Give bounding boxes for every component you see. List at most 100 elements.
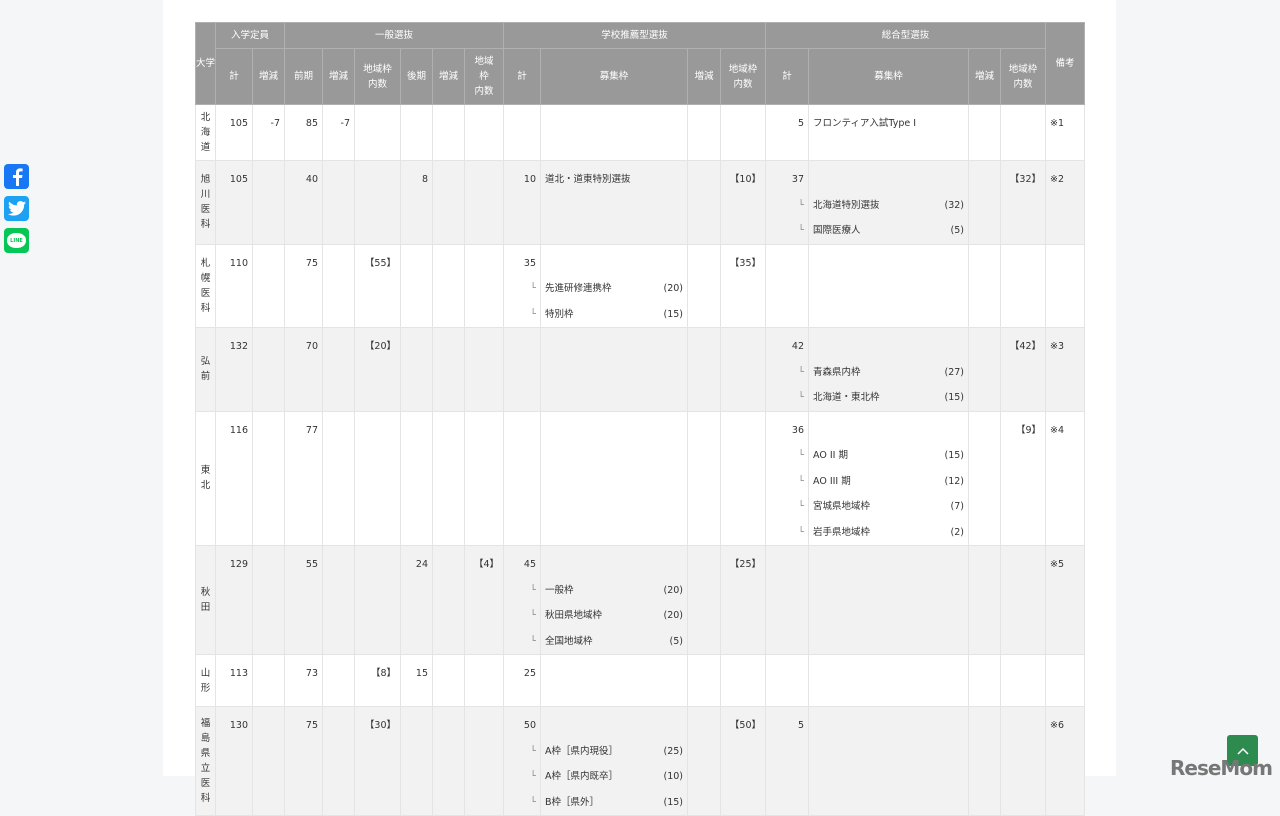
- general-late-value: 8: [421, 174, 428, 185]
- general-late-change-value: [437, 661, 460, 687]
- general-late-regional-value: [469, 251, 499, 277]
- university-name: 北海道: [195, 104, 216, 161]
- note-cell: [1045, 243, 1085, 328]
- general-late-change-value: [437, 111, 460, 137]
- rec-total: 10: [523, 174, 536, 185]
- rec-regional-value: 【50】: [729, 720, 761, 731]
- rec-regional-value: 【10】: [729, 174, 761, 185]
- general-first-regional: [354, 545, 401, 655]
- general-late-regional-value: [469, 111, 499, 137]
- line-share-button[interactable]: LINE: [4, 228, 29, 253]
- facebook-share-button[interactable]: [4, 164, 29, 189]
- comp-change-value: [973, 661, 996, 687]
- general-late: 8: [400, 160, 433, 245]
- rec-change-value: [692, 251, 716, 277]
- header-rec-total: 計: [503, 48, 541, 105]
- sub-frame-item: 秋田県地域枠 (20): [545, 603, 683, 629]
- capacity-change-value: [257, 418, 280, 444]
- rec-change-value: [692, 111, 716, 137]
- table-row: 秋田 129 55 24 【4】 45 └ └ └ 一般枠 (20) 秋田県地域枠 (20) 全国地域枠 (…: [195, 545, 1085, 655]
- comp-frame-cell: [808, 706, 969, 816]
- table-row: 旭川医科 105 40 8 10 道北・道東特別選抜 【10】 37 └ └ 北海道特別選抜 (32)…: [195, 160, 1085, 245]
- scroll-to-top-button[interactable]: [1227, 735, 1258, 766]
- comp-total-cell: [765, 545, 809, 655]
- general-first: 73: [284, 654, 323, 707]
- capacity-change-value: [257, 552, 280, 578]
- note-cell: ※1: [1045, 104, 1085, 161]
- rec-total-cell: [503, 327, 541, 412]
- rec-frame-cell: [540, 654, 688, 707]
- general-first-value: 55: [305, 559, 318, 570]
- university-name: 山形: [195, 654, 216, 707]
- capacity-total-value: 116: [229, 424, 248, 436]
- rec-change: [687, 545, 721, 655]
- general-first-value: 70: [305, 341, 318, 352]
- general-late-regional: 【4】: [464, 545, 504, 655]
- sub-item-marker: └: [530, 796, 536, 808]
- general-late-value: [405, 713, 428, 739]
- rec-change-value: [692, 713, 716, 739]
- general-first-change-value: [327, 334, 350, 360]
- general-first-value: 85: [305, 118, 318, 129]
- capacity-total-value: 130: [229, 720, 248, 731]
- header-comp-change: 増減: [968, 48, 1001, 105]
- rec-regional: [720, 104, 766, 161]
- rec-total: [508, 418, 536, 444]
- general-first-regional: 【20】: [354, 327, 401, 412]
- header-comp-regional: 地域枠 内数: [1000, 48, 1046, 105]
- comp-total: 37: [791, 174, 804, 185]
- comp-regional-value: [1005, 661, 1041, 687]
- general-first-change: [322, 410, 355, 546]
- comp-frame-cell: 北海道特別選抜 (32) 国際医療人 (5): [808, 160, 969, 245]
- header-rec-regional: 地域枠 内数: [720, 48, 766, 105]
- header-comprehensive: 総合型選抜: [765, 22, 1046, 49]
- header-capacity: 入学定員: [215, 22, 285, 49]
- rec-frame-cell: 一般枠 (20) 秋田県地域枠 (20) 全国地域枠 (5): [540, 545, 688, 655]
- rec-total: 45: [523, 559, 536, 570]
- twitter-share-button[interactable]: [4, 196, 29, 221]
- general-first-change: -7: [322, 104, 355, 161]
- sub-frame-item: 特別枠 (15): [545, 302, 683, 328]
- table-row: 弘前 132 70 【20】 42 └ └ 青森県内枠 (27) 北海道・東北枠 (15) 【42】 ※…: [195, 327, 1085, 412]
- facebook-icon: [12, 167, 23, 186]
- rec-total: [508, 111, 536, 137]
- rec-frame-cell: A枠［県内現役］ (25) A枠［県内既卒］ (10) B枠［県外］ (15): [540, 706, 688, 816]
- general-first-value: 77: [305, 424, 318, 436]
- rec-total-cell: 10: [503, 160, 541, 245]
- general-late-change-value: [437, 251, 460, 277]
- capacity-change: -7: [252, 104, 285, 161]
- rec-frame-cell: [540, 327, 688, 412]
- sub-frame-name: 全国地域枠: [545, 635, 593, 647]
- university-name-text: 東北: [200, 465, 211, 492]
- general-first-change: [322, 706, 355, 816]
- comp-change: [968, 327, 1001, 412]
- note-cell: ※2: [1045, 160, 1085, 245]
- comp-regional-value: 【32】: [1009, 174, 1041, 185]
- header-gen-late-regional: 地域 枠 内数: [464, 48, 504, 105]
- header-gen-first: 前期: [284, 48, 323, 105]
- rec-regional: [720, 327, 766, 412]
- sub-frame-name: 青森県内枠: [813, 366, 861, 378]
- general-late-change: [432, 243, 465, 328]
- sub-frame-name: 北海道・東北枠: [813, 392, 880, 403]
- header-recommendation: 学校推薦型選抜: [503, 22, 766, 49]
- sub-item-marker: └: [530, 771, 536, 782]
- general-first-change-value: [327, 418, 350, 444]
- note: ※5: [1050, 559, 1065, 570]
- comp-total-cell: 36 └ └ └ └: [765, 410, 809, 546]
- header-cap-change: 増減: [252, 48, 285, 105]
- table-row: 山形 113 73 【8】 15 25: [195, 654, 1085, 707]
- general-late-regional: [464, 243, 504, 328]
- rec-regional: 【10】: [720, 160, 766, 245]
- sub-frame-item: 全国地域枠 (5): [545, 629, 683, 655]
- general-first-change: [322, 243, 355, 328]
- sub-frame-count: (5): [669, 635, 683, 647]
- rec-regional-value: [725, 334, 761, 360]
- capacity-change-value: [257, 251, 280, 277]
- sub-frame-item: B枠［県外］ (15): [545, 790, 683, 816]
- comp-change: [968, 545, 1001, 655]
- table-row: 札幌医科 110 75 【55】 35 └ └ 先進研修連携枠 (20) 特別枠 (15) 【35】: [195, 243, 1085, 328]
- rec-change-value: [692, 418, 716, 444]
- comp-frame-cell: [808, 654, 969, 707]
- rec-regional-value: [725, 111, 761, 137]
